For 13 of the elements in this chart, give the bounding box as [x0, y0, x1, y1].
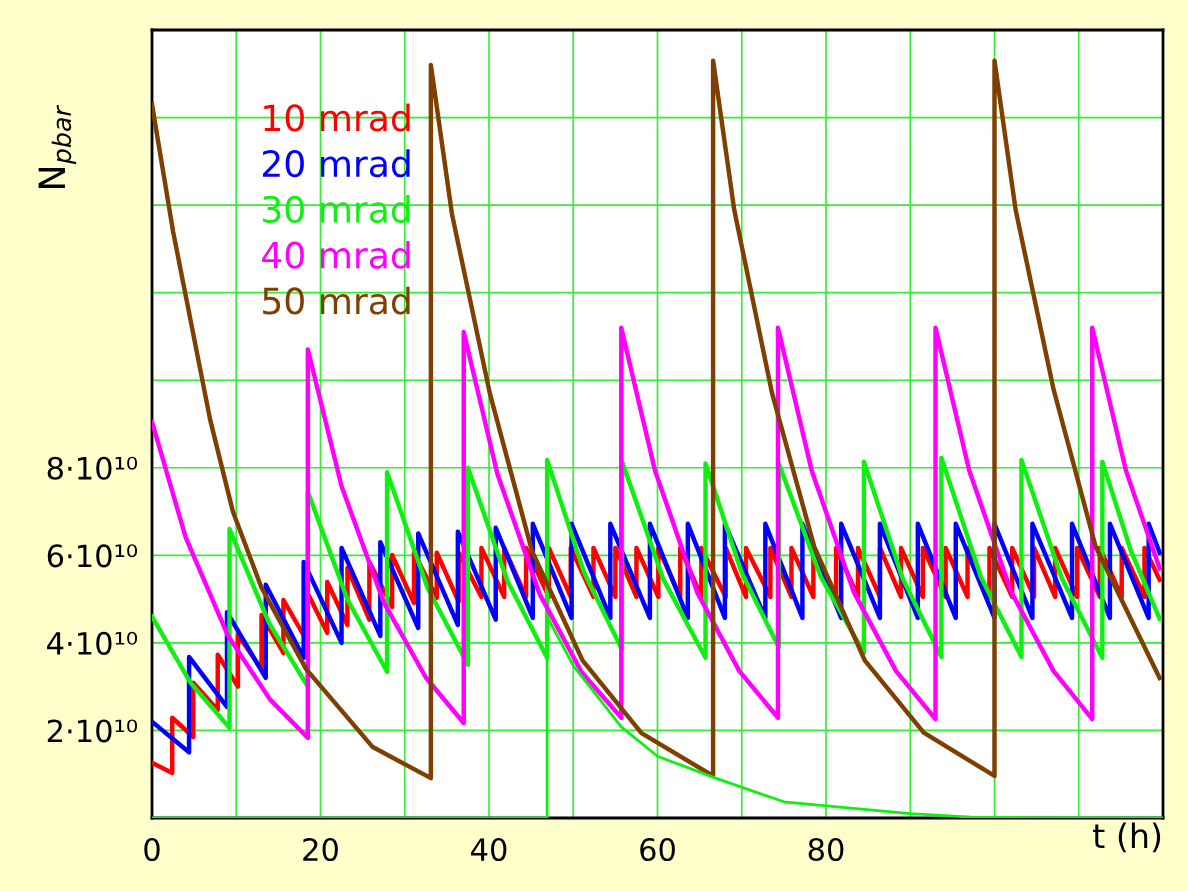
y-axis-title: N$_{pbar}$ — [38, 104, 77, 188]
x-axis-title: t (h) — [1093, 822, 1161, 853]
x-tick-label: 0 — [144, 837, 160, 862]
y-tick-label: 8·10¹⁰ — [47, 456, 138, 480]
y-tick-label: 6·10¹⁰ — [47, 544, 138, 568]
y-tick-label: 4·10¹⁰ — [47, 631, 138, 655]
line-series — [152, 325, 1162, 741]
x-tick-label: 60 — [640, 837, 675, 862]
line-series — [152, 58, 1162, 781]
y-tick-label: 2·10¹⁰ — [47, 719, 138, 743]
x-tick-label: 40 — [471, 837, 507, 862]
x-tick-label: 80 — [808, 837, 844, 862]
x-tick-label: 20 — [303, 837, 338, 862]
